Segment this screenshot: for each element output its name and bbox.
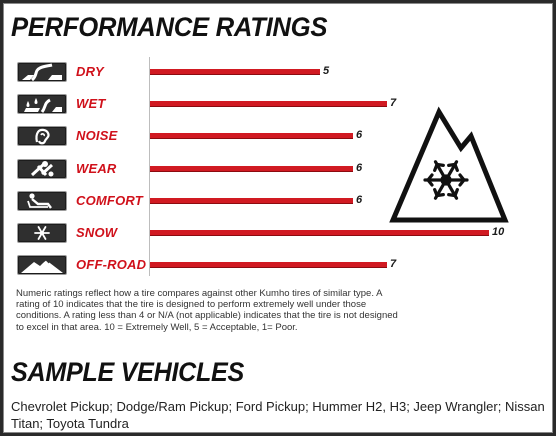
ear-icon bbox=[17, 126, 67, 147]
category-label-dry: DRY bbox=[76, 64, 104, 79]
category-label-wear: WEAR bbox=[76, 160, 117, 176]
three-peak-mountain-snowflake-icon bbox=[389, 106, 509, 223]
page-title: PERFORMANCE RATINGS bbox=[11, 12, 328, 42]
dry-road-icon bbox=[17, 62, 67, 82]
category-label-wet: WET bbox=[76, 96, 106, 112]
ratings-footnote: Numeric ratings reflect how a tire compa… bbox=[16, 288, 398, 333]
rating-bar-comfort bbox=[150, 197, 353, 204]
rating-bar-wet bbox=[150, 101, 387, 108]
category-label-noise: NOISE bbox=[76, 128, 118, 144]
bar-value-label-snow: 10 bbox=[492, 226, 505, 238]
rating-bar-wear bbox=[150, 165, 353, 172]
rating-bar-snow bbox=[150, 230, 489, 236]
bar-value-label-noise: 6 bbox=[356, 129, 363, 142]
category-label-snow: SNOW bbox=[76, 225, 118, 240]
bar-value-label-wear: 6 bbox=[356, 161, 363, 174]
bar-value-label-dry: 5 bbox=[323, 65, 330, 77]
rating-bar-noise bbox=[150, 133, 353, 140]
bar-value-label-comfort: 6 bbox=[356, 193, 363, 206]
rating-bar-dry bbox=[150, 69, 320, 75]
bar-value-label-off-road: 7 bbox=[390, 258, 397, 271]
rating-bar-off-road bbox=[150, 262, 387, 269]
chart-baseline bbox=[149, 57, 150, 276]
category-label-comfort: COMFORT bbox=[76, 192, 143, 208]
sample-vehicles-list: Chevrolet Pickup; Dodge/Ram Pickup; Ford… bbox=[11, 399, 545, 431]
category-label-off-road: OFF-ROAD bbox=[76, 257, 147, 273]
off-road-mountain-icon bbox=[17, 255, 67, 276]
reclining-person-icon bbox=[17, 190, 67, 211]
section-title-sample-vehicles: SAMPLE VEHICLES bbox=[11, 357, 245, 387]
wrench-icon bbox=[17, 158, 67, 179]
bar-value-label-wet: 7 bbox=[390, 97, 397, 110]
wet-road-icon bbox=[17, 94, 67, 115]
snowflake-icon bbox=[17, 223, 67, 243]
